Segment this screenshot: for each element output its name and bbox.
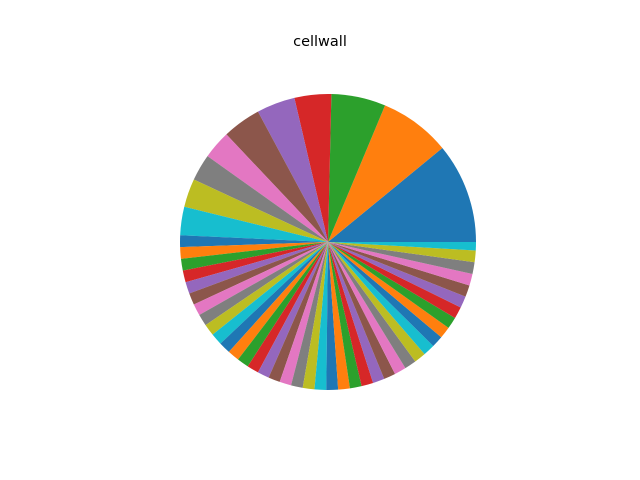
pie-slice: [226, 111, 328, 242]
pie-slice: [279, 242, 328, 386]
pie-slice: [328, 242, 461, 318]
pie-slice: [328, 242, 456, 328]
pie-slice: [268, 242, 328, 382]
pie-slice: [328, 242, 442, 347]
pie-slice: [328, 242, 434, 355]
pie-slice: [328, 242, 466, 308]
pie-slice: [328, 242, 470, 297]
pie-slice: [328, 242, 475, 274]
pie-slice: [193, 156, 328, 242]
pie-slice: [328, 242, 477, 251]
pie-slice: [184, 179, 328, 242]
pie-slice: [185, 242, 328, 294]
pie-slice: [294, 94, 332, 242]
pie-slice: [328, 242, 396, 379]
pie-slice: [207, 134, 328, 242]
pie-slice: [328, 242, 374, 387]
pie-slice: [328, 242, 406, 374]
pie-slice: [328, 242, 449, 338]
pie-slice: [291, 242, 328, 388]
pie-slice: [193, 242, 328, 316]
pie-slice: [328, 242, 476, 263]
pie-slice: [302, 242, 328, 390]
pie-slice: [212, 242, 328, 344]
chart-title: cellwall: [293, 34, 347, 50]
pie-slice: [189, 242, 328, 305]
pie-slice: [326, 242, 339, 390]
pie-slice: [328, 148, 476, 242]
pie-slice: [328, 242, 425, 362]
pie-slice: [180, 206, 328, 242]
pie-slice: [328, 105, 443, 243]
pie-slice: [180, 242, 328, 259]
pie-slice: [220, 242, 328, 352]
pie-slice: [180, 242, 328, 271]
pie-slices: [180, 94, 477, 390]
pie-slice: [228, 242, 328, 360]
pie-slice: [182, 242, 328, 283]
pie-slice: [314, 242, 328, 390]
pie-slice: [238, 242, 328, 367]
pie-slice: [247, 242, 328, 373]
pie-slice: [328, 242, 385, 383]
pie-slice: [328, 242, 350, 390]
pie-slice: [328, 94, 386, 242]
pie-slice: [199, 242, 328, 326]
pie-slice: [328, 242, 416, 369]
pie-slice: [328, 242, 473, 286]
pie-slice: [257, 97, 328, 243]
pie-slice: [257, 242, 328, 378]
pie-slice: [205, 242, 328, 335]
pie-slice: [328, 242, 362, 389]
pie-slice: [180, 235, 328, 248]
